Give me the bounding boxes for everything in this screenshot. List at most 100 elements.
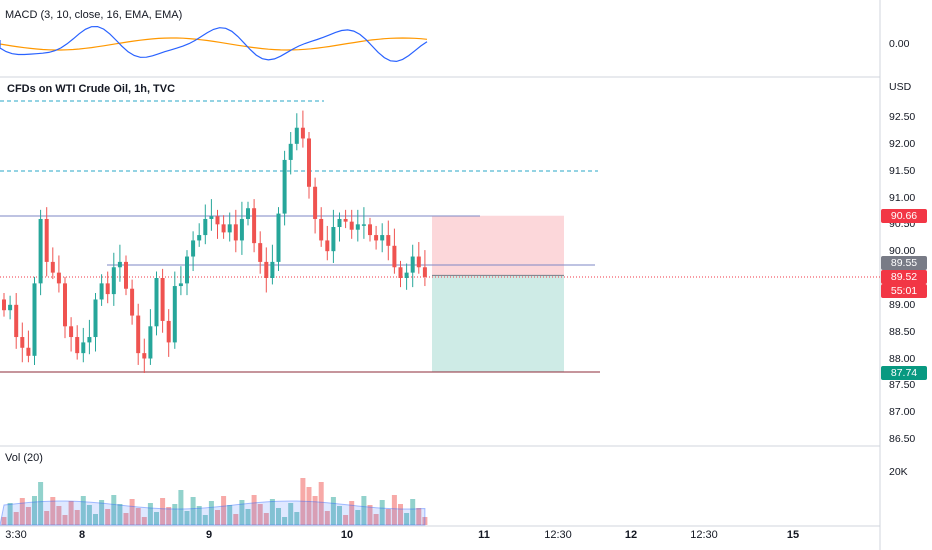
stop-loss-price-tag: 90.66 <box>881 209 927 223</box>
volume-ma <box>0 500 426 526</box>
volume-bar <box>306 487 312 525</box>
candle-body <box>276 213 281 262</box>
volume-bar <box>251 495 257 525</box>
volume-bar <box>190 497 196 525</box>
volume-bar <box>123 513 129 525</box>
candle-body <box>300 127 305 139</box>
volume-bar <box>117 504 123 525</box>
volume-bar <box>7 503 13 525</box>
volume-bar <box>404 513 410 525</box>
volume-bar <box>233 514 239 525</box>
candle-body <box>392 245 397 268</box>
candle-body <box>124 261 128 289</box>
candle-body <box>325 240 330 252</box>
candle-body <box>221 224 226 233</box>
macd-signal-line <box>0 37 428 51</box>
volume-bar <box>80 496 86 525</box>
volume-bar <box>202 515 208 525</box>
time-label-day: 12 <box>624 529 638 541</box>
volume-bar <box>373 514 379 525</box>
position-tool[interactable] <box>432 215 564 373</box>
volume-bar <box>355 510 361 525</box>
volume-bar <box>282 517 288 525</box>
candle-body <box>44 218 49 262</box>
volume-bar <box>62 515 68 525</box>
volume-bar <box>166 507 172 525</box>
volume-bar <box>379 500 385 525</box>
volume-bar <box>398 504 403 525</box>
candle-body <box>136 315 141 354</box>
candle-body <box>215 216 220 225</box>
volume-bar <box>263 513 269 525</box>
volume-bar <box>19 498 25 525</box>
time-label: 12:30 <box>544 529 572 541</box>
volume-bar <box>208 501 214 525</box>
volume-bar <box>86 505 92 525</box>
volume-bar <box>343 515 349 525</box>
candle-body <box>154 278 159 327</box>
candle-body <box>294 127 299 144</box>
price-tick: 87.00 <box>889 406 916 419</box>
candle-body <box>63 283 67 327</box>
volume-bar <box>367 505 373 525</box>
price-tick: 89.00 <box>889 298 916 311</box>
candle-body <box>111 267 116 295</box>
volume-bar <box>257 504 263 525</box>
volume-bar <box>312 496 318 525</box>
candle-body <box>239 218 244 241</box>
volume-indicator-label[interactable]: Vol (20) <box>5 452 43 464</box>
volume-bar <box>391 495 397 525</box>
volume-bar <box>337 506 342 525</box>
candle-body <box>386 235 391 246</box>
volume-bar <box>385 509 391 525</box>
volume-bar <box>129 499 135 525</box>
candle-body <box>81 342 86 354</box>
time-label-day: 9 <box>205 529 213 541</box>
candle-body <box>331 227 336 252</box>
candle-body <box>319 218 324 241</box>
volume-bar <box>25 507 31 525</box>
volume-bar <box>276 508 281 525</box>
candle-body <box>172 286 177 343</box>
candle-body <box>185 256 189 284</box>
volume-bar <box>154 512 159 525</box>
macd-line <box>0 25 428 63</box>
target-zone[interactable] <box>432 275 564 373</box>
macd-indicator-label[interactable]: MACD (3, 10, close, 16, EMA, EMA) <box>5 9 183 21</box>
price-tick: 88.50 <box>889 325 916 338</box>
price-tick: 88.00 <box>889 352 916 365</box>
volume-bar <box>1 517 7 525</box>
candle-body <box>374 235 379 241</box>
candle-body <box>166 320 171 343</box>
candle-body <box>313 186 318 219</box>
candle-body <box>32 283 37 356</box>
symbol-title[interactable]: CFDs on WTI Crude Oil, 1h, TVC <box>7 83 176 95</box>
candlesticks <box>2 110 427 373</box>
volume-bar <box>196 506 202 525</box>
candle-body <box>87 337 92 343</box>
volume-bar <box>50 497 56 525</box>
candle-body <box>307 138 311 187</box>
volume-bar <box>245 509 251 525</box>
volume-bars <box>0 478 428 526</box>
candle-body <box>38 218 43 284</box>
volume-bar <box>221 496 227 525</box>
candle-body <box>99 283 104 300</box>
time-label-day: 15 <box>786 529 800 541</box>
volume-bar <box>324 511 330 525</box>
candle-body <box>50 261 55 273</box>
time-label: 12:30 <box>690 529 718 541</box>
bar-countdown-tag: 55:01 <box>881 284 927 298</box>
candle-body <box>233 224 238 241</box>
entry-price-tag: 89.55 <box>881 256 927 270</box>
take-profit-price-tag: 87.74 <box>881 366 927 380</box>
candle-body <box>416 256 421 268</box>
volume-bar <box>269 499 275 525</box>
stop-zone[interactable] <box>432 215 564 276</box>
time-label-day: 10 <box>340 529 354 541</box>
volume-bar <box>99 500 105 525</box>
candle-body <box>288 143 293 160</box>
candle-body <box>26 347 31 356</box>
